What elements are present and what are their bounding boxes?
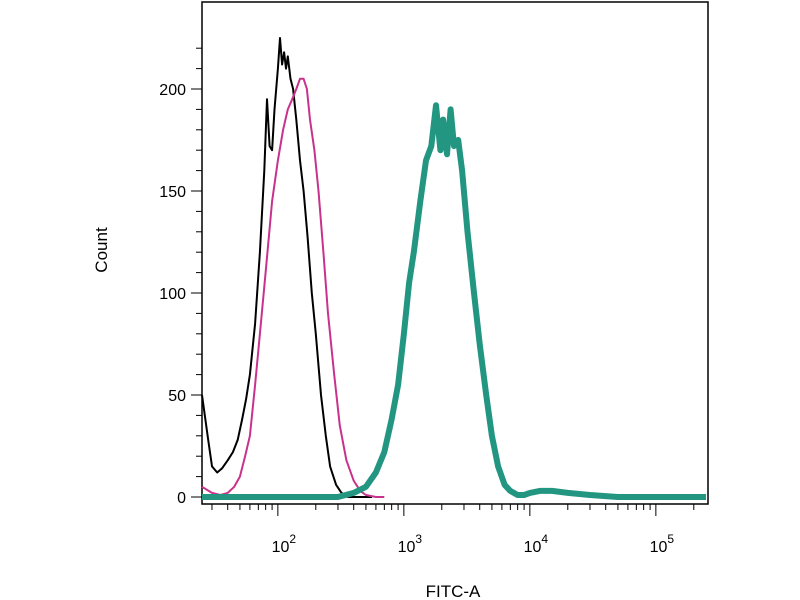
x-tick-label: 103 [398, 532, 423, 556]
y-tick-label: 100 [159, 286, 186, 303]
x-axis: 102 103 104 105 [211, 504, 695, 556]
y-tick-label: 0 [177, 490, 186, 507]
x-axis-title: FITC-A [426, 582, 481, 600]
y-tick-label: 150 [159, 184, 186, 201]
y-tick-label: 50 [168, 388, 186, 405]
histogram-series-2 [201, 77, 385, 498]
x-tick-label: 105 [650, 532, 675, 556]
series-layer [201, 37, 706, 500]
x-tick-label: 102 [272, 532, 297, 556]
plot-frame [201, 1, 709, 505]
x-tick-label: 104 [524, 532, 549, 556]
histogram-series-1 [201, 37, 373, 498]
histogram-series-3 [202, 102, 706, 500]
y-axis: 0 50 100 150 200 [159, 47, 202, 507]
y-axis-title: Count [92, 227, 111, 273]
y-tick-label: 200 [159, 82, 186, 99]
